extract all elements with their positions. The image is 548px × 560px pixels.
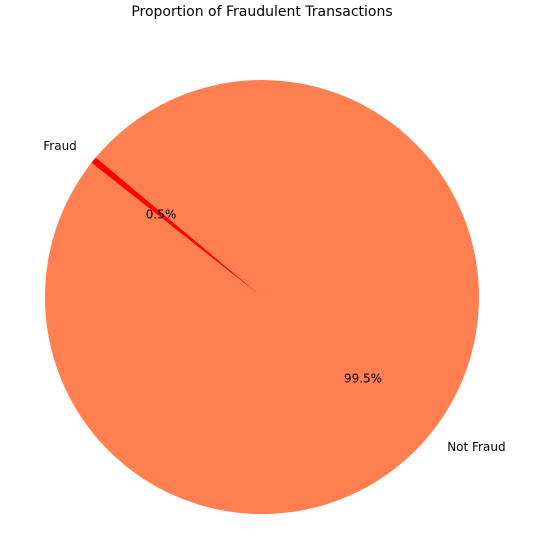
pie-slices — [44, 80, 479, 515]
chart-title: Proportion of Fraudulent Transactions — [131, 4, 393, 20]
slice-label-fraud: Fraud — [43, 139, 77, 153]
pie-labels: Not Fraud 99.5% Fraud 0.5% — [43, 139, 505, 454]
slice-pct-not-fraud: 99.5% — [344, 372, 382, 386]
pie-slice-fraud — [91, 157, 262, 297]
slice-pct-fraud: 0.5% — [146, 207, 177, 221]
pie-slice-not-fraud — [44, 80, 479, 515]
slice-label-not-fraud: Not Fraud — [447, 440, 505, 454]
